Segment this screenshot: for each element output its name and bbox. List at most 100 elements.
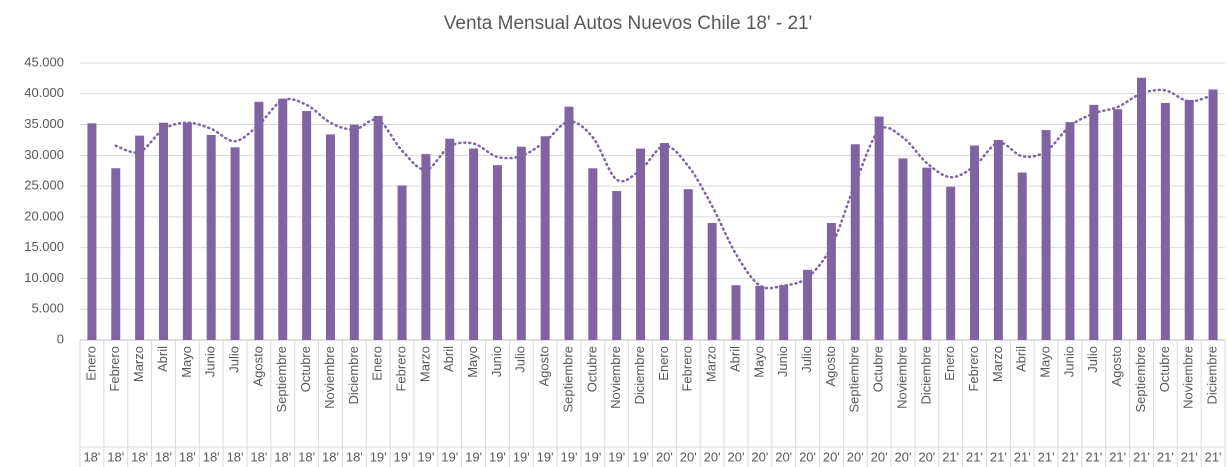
chart-title: Venta Mensual Autos Nuevos Chile 18' - 2… — [444, 13, 812, 34]
y-tick-label: 25.000 — [24, 178, 64, 193]
year-label: 21' — [1181, 449, 1198, 464]
bar — [588, 168, 598, 340]
year-label: 20' — [847, 449, 864, 464]
year-label: 21' — [942, 449, 959, 464]
x-tick-label: Junio — [775, 346, 790, 377]
bar — [850, 144, 860, 340]
x-tick-label: Agosto — [537, 346, 552, 386]
bar — [803, 269, 813, 340]
x-tick-label: Marzo — [131, 346, 146, 382]
bar — [874, 116, 884, 340]
x-tick-label: Septiembre — [847, 346, 862, 412]
x-tick-label: Octubre — [871, 346, 886, 392]
year-label: 19' — [465, 449, 482, 464]
bar — [182, 122, 192, 340]
x-tick-label: Abril — [1014, 346, 1029, 372]
year-label: 21' — [966, 449, 983, 464]
year-label: 21' — [1085, 449, 1102, 464]
bar — [87, 123, 97, 340]
bar — [1017, 172, 1027, 340]
year-label: 21' — [1014, 449, 1031, 464]
x-tick-label: Septiembre — [274, 346, 289, 412]
year-label: 18' — [203, 449, 220, 464]
year-label: 20' — [823, 449, 840, 464]
bar — [636, 148, 646, 340]
bar — [111, 168, 121, 340]
year-label: 21' — [1038, 449, 1055, 464]
bar — [659, 143, 669, 340]
bar — [1208, 89, 1218, 340]
bar — [612, 191, 622, 340]
bar — [302, 111, 312, 340]
x-tick-label: Agosto — [823, 346, 838, 386]
bar — [469, 148, 479, 340]
y-tick-label: 35.000 — [24, 116, 64, 131]
year-label: 21' — [1133, 449, 1150, 464]
bar — [731, 285, 741, 340]
bar — [826, 223, 836, 340]
year-label: 20' — [918, 449, 935, 464]
x-tick-label: Julio — [513, 346, 528, 373]
bar — [946, 186, 956, 340]
year-label: 19' — [417, 449, 434, 464]
bar — [779, 285, 789, 340]
year-label: 20' — [751, 449, 768, 464]
bar — [158, 122, 168, 340]
year-label: 19' — [537, 449, 554, 464]
year-label: 19' — [561, 449, 578, 464]
year-label: 20' — [799, 449, 816, 464]
year-label: 20' — [894, 449, 911, 464]
year-label: 19' — [608, 449, 625, 464]
year-label: 18' — [346, 449, 363, 464]
year-label: 18' — [131, 449, 148, 464]
x-tick-label: Junio — [203, 346, 218, 377]
bar — [707, 223, 717, 340]
year-label: 21' — [1205, 449, 1222, 464]
y-tick-label: 20.000 — [24, 208, 64, 223]
x-tick-label: Marzo — [990, 346, 1005, 382]
x-tick-label: Julio — [226, 346, 241, 373]
x-tick-label: Octubre — [298, 346, 313, 392]
year-label: 20' — [704, 449, 721, 464]
bar — [564, 106, 574, 341]
year-label: 19' — [584, 449, 601, 464]
bar — [922, 167, 932, 340]
bar — [206, 135, 216, 340]
x-tick-label: Abril — [727, 346, 742, 372]
x-tick-label: Abril — [155, 346, 170, 372]
x-tick-label: Diciembre — [632, 346, 647, 405]
bar — [898, 158, 908, 340]
y-tick-label: 45.000 — [24, 54, 64, 69]
x-tick-label: Octubre — [1157, 346, 1172, 392]
bar — [683, 189, 693, 340]
x-tick-label: Octubre — [584, 346, 599, 392]
x-tick-label: Marzo — [417, 346, 432, 382]
bar — [254, 101, 264, 340]
year-label: 18' — [155, 449, 172, 464]
year-label: 21' — [1061, 449, 1078, 464]
year-label: 20' — [656, 449, 673, 464]
x-tick-label: Enero — [370, 346, 385, 381]
bar — [1089, 104, 1099, 340]
bar — [516, 146, 526, 340]
x-tick-label: Noviembre — [608, 346, 623, 409]
bar — [230, 147, 240, 340]
bar — [373, 115, 383, 340]
y-tick-label: 0 — [57, 331, 64, 346]
x-tick-label: Enero — [656, 346, 671, 381]
bar — [325, 134, 335, 340]
x-tick-label: Febrero — [107, 346, 122, 392]
x-tick-label: Noviembre — [322, 346, 337, 409]
x-tick-label: Febrero — [393, 346, 408, 392]
x-tick-label: Septiembre — [1133, 346, 1148, 412]
x-tick-label: Diciembre — [346, 346, 361, 405]
bar — [135, 135, 145, 340]
year-label: 20' — [680, 449, 697, 464]
year-label: 21' — [990, 449, 1007, 464]
y-tick-label: 30.000 — [24, 147, 64, 162]
year-label: 18' — [83, 449, 100, 464]
y-tick-label: 5.000 — [31, 301, 64, 316]
year-label: 19' — [513, 449, 530, 464]
bar — [1113, 109, 1123, 341]
x-tick-label: Julio — [1085, 346, 1100, 373]
